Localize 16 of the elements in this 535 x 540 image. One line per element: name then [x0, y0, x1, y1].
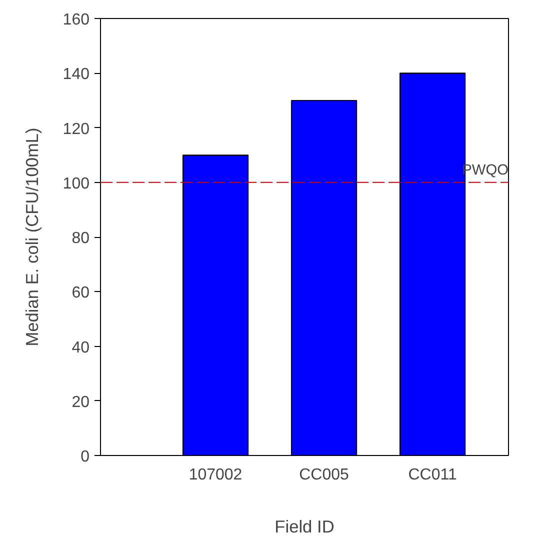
bar	[290, 100, 358, 456]
y-tick-label: 20	[72, 394, 90, 411]
y-axis-title: Median E. coli (CFU/100mL)	[22, 128, 42, 346]
y-tick-label: 120	[62, 120, 90, 138]
y-tick-label: 140	[62, 66, 90, 84]
y-tick-label: 60	[72, 284, 90, 302]
x-tick-label: 107002	[188, 466, 242, 484]
x-tick-label: CC005	[299, 466, 350, 484]
y-tick-label: 160	[62, 12, 90, 28]
x-axis-title: Field ID	[274, 516, 334, 536]
x-tick-label: CC011	[408, 466, 457, 484]
y-tick-label: 80	[72, 230, 90, 247]
bar	[182, 154, 249, 456]
y-tick-label: 40	[72, 339, 90, 356]
y-tick-label: 100	[62, 175, 90, 192]
y-tick-label: 0	[80, 448, 90, 466]
